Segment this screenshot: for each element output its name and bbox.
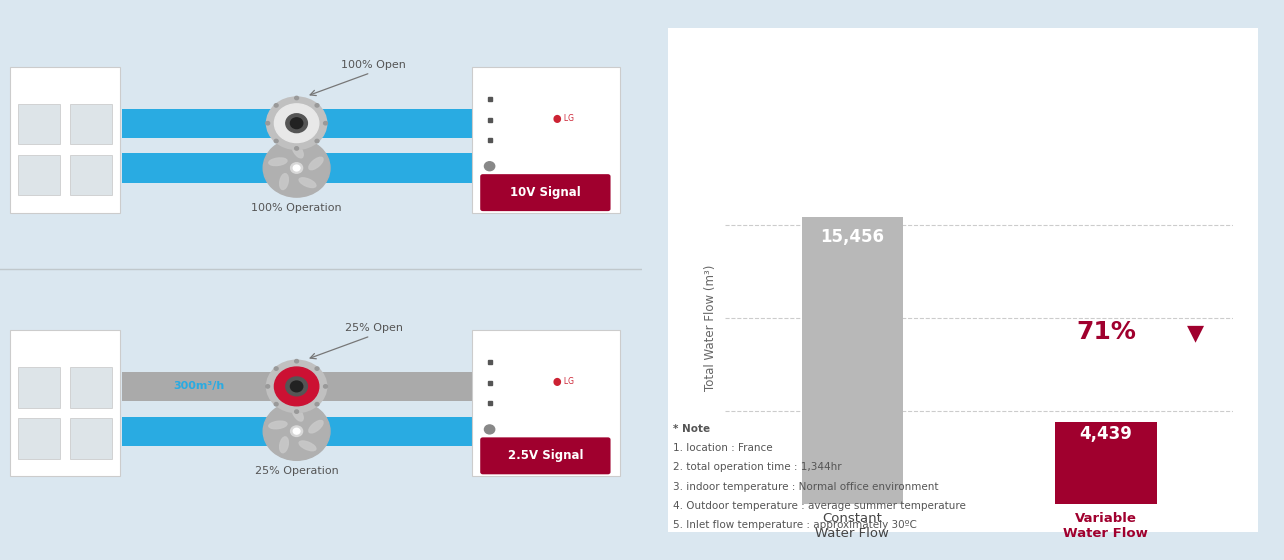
Circle shape (266, 360, 327, 413)
FancyBboxPatch shape (122, 153, 473, 183)
Circle shape (266, 385, 270, 388)
Circle shape (290, 163, 303, 173)
Circle shape (295, 410, 298, 413)
FancyBboxPatch shape (10, 330, 121, 476)
Circle shape (275, 367, 318, 406)
Circle shape (295, 360, 298, 363)
Circle shape (275, 403, 279, 406)
Ellipse shape (268, 158, 288, 166)
FancyBboxPatch shape (71, 104, 112, 144)
FancyBboxPatch shape (668, 28, 1258, 532)
Text: 5. Inlet flow temperature : approximately 30ºC: 5. Inlet flow temperature : approximatel… (673, 520, 917, 530)
Text: ▼: ▼ (1186, 324, 1204, 344)
Text: 2.5V Signal: 2.5V Signal (508, 449, 583, 463)
Circle shape (266, 96, 327, 150)
FancyBboxPatch shape (71, 367, 112, 408)
Circle shape (286, 114, 307, 133)
Ellipse shape (299, 178, 316, 188)
Ellipse shape (309, 157, 324, 170)
FancyBboxPatch shape (480, 174, 611, 211)
FancyBboxPatch shape (122, 109, 473, 138)
Circle shape (315, 139, 318, 143)
Text: 25% Operation: 25% Operation (254, 466, 339, 476)
Circle shape (293, 165, 300, 171)
Ellipse shape (299, 441, 316, 451)
Ellipse shape (309, 421, 324, 433)
Circle shape (275, 104, 279, 107)
Text: 100% Operation: 100% Operation (252, 203, 342, 213)
FancyBboxPatch shape (122, 417, 473, 446)
Circle shape (315, 403, 318, 406)
Text: 71%: 71% (1076, 320, 1136, 344)
Circle shape (484, 162, 494, 171)
Ellipse shape (268, 421, 288, 429)
Circle shape (295, 96, 298, 100)
FancyBboxPatch shape (71, 155, 112, 195)
FancyBboxPatch shape (18, 367, 60, 408)
Ellipse shape (280, 174, 289, 189)
Circle shape (293, 428, 300, 434)
Circle shape (290, 118, 303, 129)
Circle shape (295, 147, 298, 150)
Circle shape (324, 122, 327, 125)
FancyBboxPatch shape (487, 450, 605, 470)
Text: 4. Outdoor temperature : average summer temperature: 4. Outdoor temperature : average summer … (673, 501, 966, 511)
Ellipse shape (291, 407, 303, 421)
Text: 300m³/h: 300m³/h (173, 381, 225, 391)
Text: 15,456: 15,456 (820, 228, 885, 246)
Text: 25% Open: 25% Open (344, 323, 403, 333)
FancyBboxPatch shape (18, 104, 60, 144)
Bar (801, 217, 903, 504)
Bar (1055, 422, 1157, 504)
FancyBboxPatch shape (10, 67, 121, 213)
Circle shape (290, 381, 303, 392)
Circle shape (275, 139, 279, 143)
Circle shape (315, 104, 318, 107)
Circle shape (263, 139, 330, 197)
Circle shape (266, 122, 270, 125)
Circle shape (286, 377, 307, 396)
Text: 4,439: 4,439 (1080, 425, 1132, 444)
Circle shape (263, 402, 330, 460)
FancyBboxPatch shape (473, 330, 619, 476)
Ellipse shape (280, 437, 289, 452)
FancyBboxPatch shape (18, 418, 60, 459)
Circle shape (324, 385, 327, 388)
Circle shape (275, 104, 318, 143)
FancyBboxPatch shape (18, 155, 60, 195)
Text: 100% Open: 100% Open (342, 60, 406, 70)
Circle shape (484, 425, 494, 434)
FancyBboxPatch shape (473, 67, 619, 213)
Text: 2. total operation time : 1,344hr: 2. total operation time : 1,344hr (673, 463, 842, 473)
Circle shape (275, 367, 279, 370)
FancyBboxPatch shape (71, 418, 112, 459)
Text: ⬤ LG: ⬤ LG (553, 114, 574, 123)
Y-axis label: Total Water Flow (m³): Total Water Flow (m³) (704, 264, 718, 391)
Text: 3. indoor temperature : Normal office environment: 3. indoor temperature : Normal office en… (673, 482, 939, 492)
Text: * Note: * Note (673, 424, 710, 434)
FancyBboxPatch shape (487, 186, 605, 207)
Ellipse shape (291, 143, 303, 158)
FancyBboxPatch shape (122, 372, 473, 401)
FancyBboxPatch shape (480, 437, 611, 474)
Text: 1,200m³/h: 1,200m³/h (167, 118, 231, 128)
Text: 1. location : France: 1. location : France (673, 444, 773, 454)
Circle shape (315, 367, 318, 370)
Text: ⬤ LG: ⬤ LG (553, 377, 574, 386)
Circle shape (290, 426, 303, 436)
Text: 10V Signal: 10V Signal (510, 186, 582, 199)
